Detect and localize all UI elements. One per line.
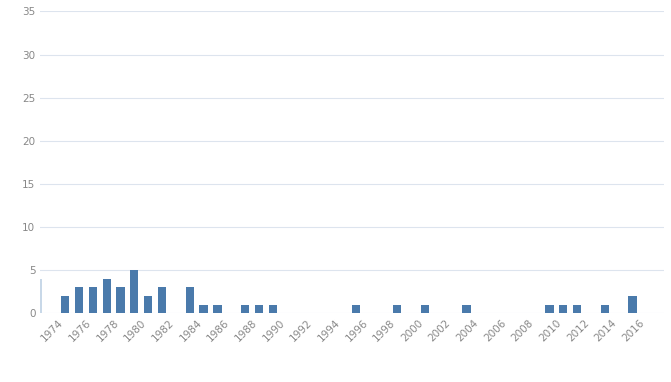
- Bar: [462, 304, 470, 313]
- Bar: [34, 279, 42, 313]
- Bar: [601, 304, 609, 313]
- Bar: [186, 287, 194, 313]
- Bar: [573, 304, 581, 313]
- Bar: [268, 304, 277, 313]
- Bar: [255, 304, 263, 313]
- Bar: [393, 304, 401, 313]
- Bar: [352, 304, 360, 313]
- Bar: [116, 287, 125, 313]
- Bar: [546, 304, 554, 313]
- Bar: [628, 296, 637, 313]
- Bar: [75, 287, 83, 313]
- Bar: [158, 287, 166, 313]
- Bar: [89, 287, 97, 313]
- Bar: [421, 304, 429, 313]
- Bar: [199, 304, 208, 313]
- Bar: [213, 304, 221, 313]
- Bar: [61, 296, 69, 313]
- Bar: [559, 304, 568, 313]
- Bar: [241, 304, 249, 313]
- Bar: [130, 270, 138, 313]
- Bar: [103, 279, 111, 313]
- Bar: [144, 296, 152, 313]
